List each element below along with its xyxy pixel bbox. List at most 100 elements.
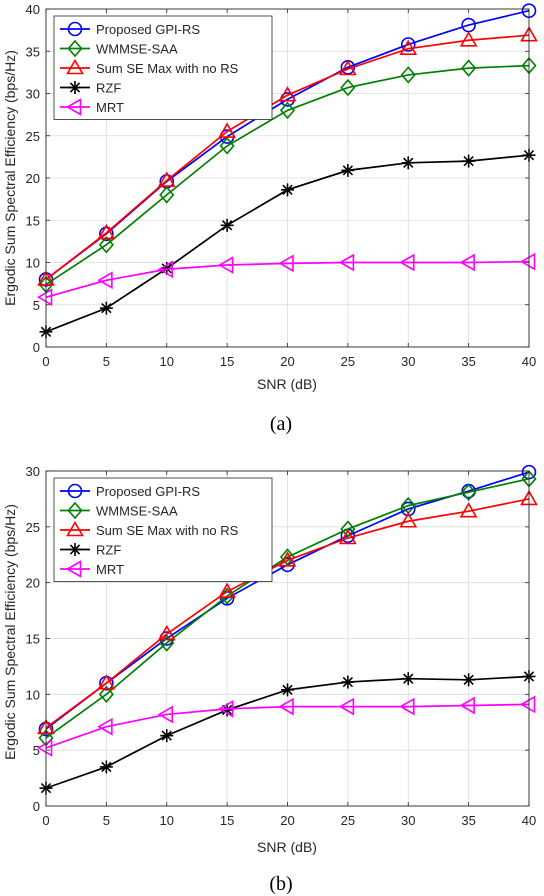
data-point [519,695,536,714]
y-tick-label: 40 [26,2,40,17]
panel-caption: (a) [270,413,292,435]
data-point [459,31,478,47]
data-point [97,717,113,736]
data-point [338,59,357,76]
x-tick-label: 20 [280,354,294,369]
x-tick-label: 40 [522,354,536,369]
y-tick-label: 10 [26,256,40,271]
data-point [157,624,176,641]
axis-ticks: 0 5 10 15 20 25 30 35 40 0 5 10 15 20 25 30 35 40 [26,2,537,369]
data-point [98,685,114,704]
legend-label: RZF [96,543,121,558]
legend-marker [68,543,82,556]
y-axis-label: Ergodic Sum Spectral Efficiency (bps/Hz) [2,50,18,306]
legend-item: Sum SE Max with no RS [60,58,239,76]
y-tick-label: 20 [26,171,40,186]
series-wmmse-saa [38,470,537,747]
y-tick-label: 15 [26,632,40,647]
data-point [278,697,294,716]
data-point [159,186,175,204]
data-point [462,154,476,168]
legend-label: Sum SE Max with no RS [96,523,239,538]
axes-box [45,8,530,348]
legend-item: WMMSE-SAA [60,39,178,58]
series-line [45,34,530,281]
legend-marker [65,98,82,116]
x-axis-label: SNR (dB) [257,839,317,855]
x-tick-label: 0 [42,354,49,369]
series-line [45,498,530,729]
x-tick-label: 15 [220,354,234,369]
legend-item: MRT [60,560,124,578]
legend-marker [66,520,84,537]
y-tick-label: 25 [26,520,40,535]
data-point [97,674,116,690]
legend-label: MRT [96,100,124,115]
data-point [461,59,477,77]
data-point [281,683,294,697]
data-point [459,502,478,518]
data-point [399,253,415,272]
data-point [462,673,476,687]
legend-item: RZF [60,81,121,96]
legend-box [53,477,273,582]
data-point [278,86,297,102]
y-tick-label: 25 [26,129,40,144]
x-tick-label: 40 [522,813,536,828]
data-point [218,256,234,274]
y-tick-label: 20 [26,576,40,591]
data-point [338,253,355,272]
data-point [218,122,237,138]
data-point [340,78,356,97]
data-point [157,260,174,279]
y-tick-label: 0 [33,799,40,814]
data-point [36,288,53,307]
data-point [219,587,235,605]
x-tick-label: 35 [461,354,475,369]
data-point [97,223,116,240]
panel-caption: (b) [269,873,292,895]
legend-marker [66,58,84,75]
data-point [459,696,475,715]
x-tick-label: 5 [103,354,110,369]
data-point [219,137,235,155]
data-point [401,156,415,170]
data-point [400,66,416,84]
data-point [278,254,294,273]
series-line [45,260,530,298]
data-point [281,183,294,197]
data-point [341,675,355,689]
data-point [278,551,297,567]
data-point [279,548,296,566]
x-tick-label: 10 [160,354,174,369]
legend-label: WMMSE-SAA [96,504,178,519]
legend-item: WMMSE-SAA [60,501,178,520]
data-point [220,218,234,232]
data-point [340,520,356,538]
data-point [459,253,475,272]
legend-label: MRT [96,562,124,577]
series-sum-se-max-with-no-rs [37,26,538,286]
legend-item: Proposed GPI-RS [60,21,200,37]
series-line [45,64,530,286]
x-tick-label: 25 [341,813,355,828]
data-point [399,512,418,528]
legend-box [53,15,273,120]
series-line [45,703,530,749]
y-tick-label: 5 [33,298,40,313]
data-point [218,699,234,718]
data-point [461,483,477,501]
x-tick-label: 0 [42,813,49,828]
y-tick-label: 5 [33,743,40,758]
data-point [218,582,237,598]
x-tick-label: 15 [220,813,234,828]
y-tick-label: 0 [33,340,40,355]
y-tick-label: 30 [26,464,40,479]
data-point [157,171,176,187]
data-point [99,760,113,774]
chart-panel-b: Ergodic Sum Spectral Efficiency (bps/Hz)… [2,464,538,895]
legend-label: Proposed GPI-RS [96,484,200,499]
x-tick-label: 25 [341,354,355,369]
data-point [279,101,296,120]
legend-label: Sum SE Max with no RS [96,61,239,76]
